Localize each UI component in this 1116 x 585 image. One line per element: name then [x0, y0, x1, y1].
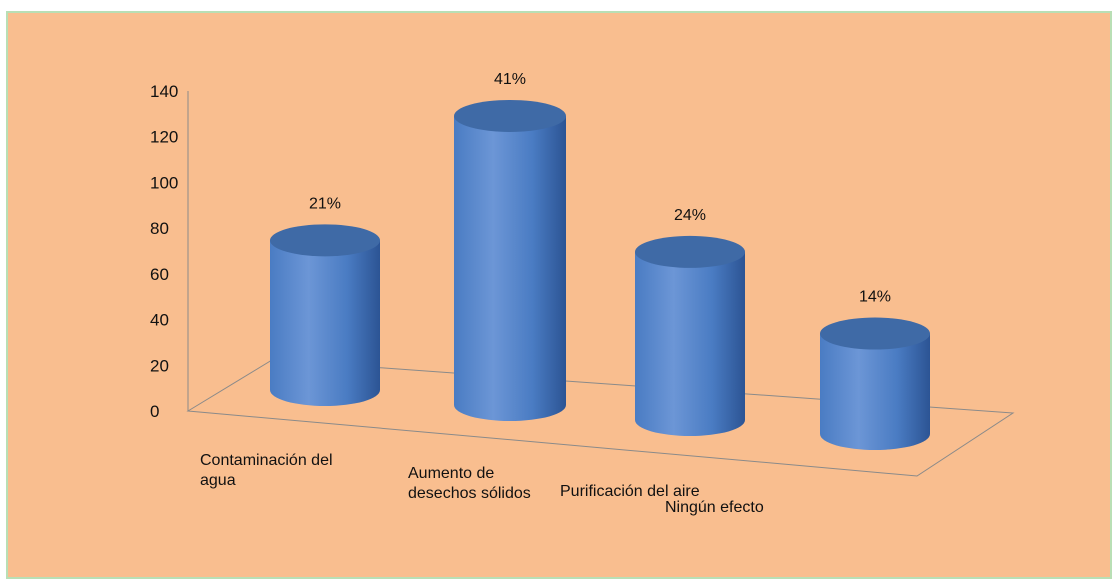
y-tick-label: 120 — [150, 128, 178, 147]
data-label: 21% — [309, 195, 341, 212]
bar-cylinder — [270, 224, 380, 406]
category-label: Aumento de desechos sólidos — [408, 465, 531, 502]
bar-cylinder — [820, 317, 930, 450]
y-tick-label: 140 — [150, 82, 178, 101]
chart-floor — [186, 359, 1015, 477]
data-label: 14% — [859, 289, 891, 306]
data-label: 41% — [494, 71, 526, 88]
y-tick-label: 100 — [150, 173, 178, 192]
category-label: Purificación del aire — [560, 483, 700, 500]
category-label: Contaminación del agua — [200, 452, 333, 489]
bar-cylinder — [454, 99, 566, 421]
bar-top — [270, 224, 380, 257]
bar-top — [635, 235, 745, 268]
bar-cylinder — [635, 235, 745, 436]
bar-top — [454, 99, 566, 132]
y-tick-label: 60 — [150, 265, 169, 284]
y-tick-label: 80 — [150, 219, 169, 238]
data-label: 24% — [674, 207, 706, 224]
bar-body — [454, 115, 566, 421]
y-tick-label: 0 — [150, 402, 159, 421]
y-tick-label: 20 — [150, 356, 169, 375]
bar-body — [635, 251, 745, 436]
bar-body — [270, 240, 380, 406]
y-tick-label: 40 — [150, 311, 169, 330]
bar-body — [820, 333, 930, 450]
category-label: Ningún efecto — [665, 499, 764, 516]
bar-top — [820, 317, 930, 350]
